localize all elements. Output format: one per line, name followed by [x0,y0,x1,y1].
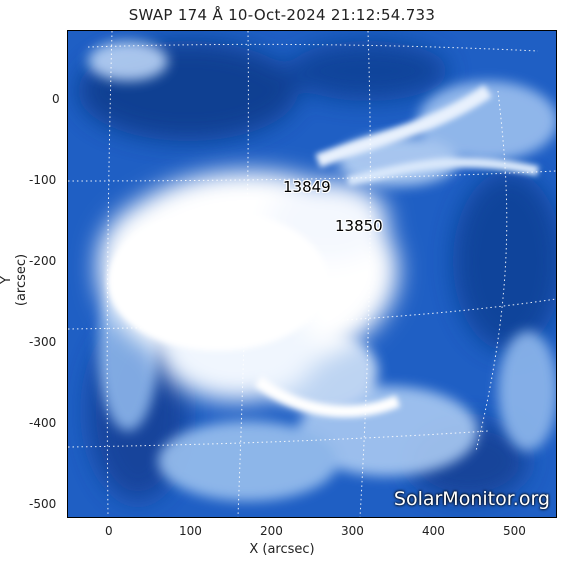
active-region-label-13849: 13849 [283,178,331,196]
y-tick-label: -200 [29,254,57,268]
x-tick-label: 500 [503,524,526,538]
y-tick-label: -100 [29,173,57,187]
x-axis-label: X (arcsec) [249,542,315,557]
solar-image [67,30,557,518]
active-region-label-13850: 13850 [335,217,383,235]
x-tick-label: 0 [105,524,113,538]
y-tick-label: 0 [52,92,60,106]
y-tick-label: -500 [29,497,57,511]
image-title: SWAP 174 Å 10-Oct-2024 21:12:54.733 [128,6,436,24]
y-axis-label: Y (arcsec) [0,253,29,307]
y-tick-label: -400 [29,416,57,430]
x-tick-label: 400 [422,524,445,538]
watermark: SolarMonitor.org [393,488,550,510]
solar-corona-render [68,31,556,517]
x-tick-label: 200 [260,524,283,538]
x-tick-label: 300 [341,524,364,538]
x-tick-label: 100 [179,524,202,538]
y-tick-label: -300 [29,335,57,349]
